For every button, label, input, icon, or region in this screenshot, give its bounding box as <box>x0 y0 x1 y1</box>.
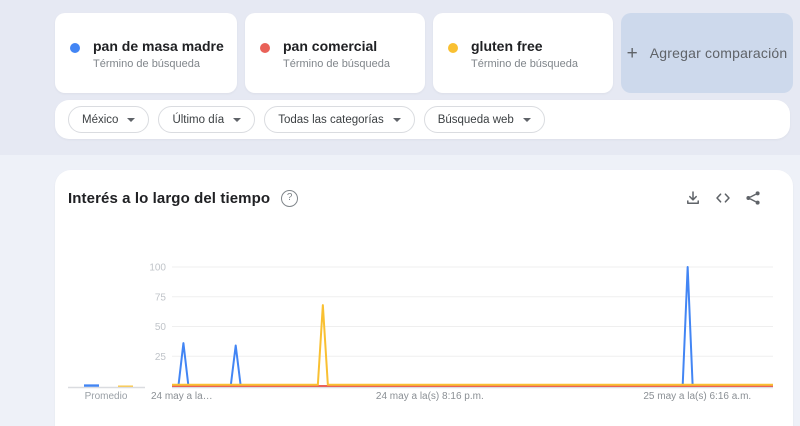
y-tick-label: 100 <box>149 263 166 274</box>
chevron-down-icon <box>392 117 401 122</box>
x-tick-label: 24 may a la… <box>151 391 213 402</box>
chart-actions <box>683 188 763 208</box>
x-tick-label: 25 may a la(s) 6:16 a.m. <box>643 391 751 402</box>
filter-search-type-dropdown[interactable]: Búsqueda web <box>423 106 545 133</box>
chevron-down-icon <box>522 117 531 122</box>
chart-header: Interés a lo largo del tiempo ? <box>55 170 793 208</box>
average-bar <box>118 385 133 387</box>
term-card-text: pan de masa madre Término de búsqueda <box>93 38 224 70</box>
line-chart[interactable]: 25 50 75 100 24 may a la… 24 may a la(s) 8:16… <box>55 170 793 426</box>
filter-time-dropdown[interactable]: Último día <box>158 106 256 133</box>
add-comparison-label: Agregar comparación <box>649 45 788 61</box>
filter-bar: México Último día Todas las categorías B… <box>55 100 790 139</box>
term-type-label: Término de búsqueda <box>471 58 579 70</box>
term-card-text: gluten free Término de búsqueda <box>471 38 578 70</box>
comparison-bar: pan de masa madre Término de búsqueda pa… <box>55 13 793 93</box>
download-icon[interactable] <box>683 188 703 208</box>
chevron-down-icon <box>233 117 242 122</box>
series-line-1 <box>172 266 773 387</box>
filter-label: México <box>82 113 119 126</box>
filter-label: Búsqueda web <box>437 113 514 126</box>
filter-category-dropdown[interactable]: Todas las categorías <box>264 106 415 133</box>
term-label: pan comercial <box>283 38 378 54</box>
term-label: gluten free <box>471 38 543 54</box>
term-card-text: pan comercial Término de búsqueda <box>283 38 390 70</box>
series-line-3 <box>172 304 773 386</box>
term-card-pan-comercial[interactable]: pan comercial Término de búsqueda <box>245 13 425 93</box>
term-label: pan de masa madre <box>93 38 224 54</box>
help-icon[interactable]: ? <box>281 189 299 207</box>
x-tick-label: 24 may a la(s) 8:16 p.m. <box>376 391 484 402</box>
term-card-pan-de-masa-madre[interactable]: pan de masa madre Término de búsqueda <box>55 13 237 93</box>
chart-title-group: Interés a lo largo del tiempo ? <box>68 189 299 207</box>
series-color-dot-yellow <box>448 43 458 53</box>
chevron-down-icon <box>127 117 136 122</box>
term-type-label: Término de búsqueda <box>93 58 201 70</box>
add-comparison-button[interactable]: + Agregar comparación <box>621 13 793 93</box>
filter-geo-dropdown[interactable]: México <box>68 106 150 133</box>
average-label: Promedio <box>85 391 128 402</box>
y-tick-label: 75 <box>155 292 167 303</box>
interest-over-time-card: Interés a lo largo del tiempo ? <box>55 170 793 426</box>
chart-title: Interés a lo largo del tiempo <box>68 189 271 207</box>
average-bar <box>84 384 99 387</box>
y-tick-label: 25 <box>155 352 167 363</box>
share-icon[interactable] <box>743 188 763 208</box>
term-type-label: Término de búsqueda <box>283 58 391 70</box>
embed-icon[interactable] <box>713 188 733 208</box>
filter-label: Último día <box>172 113 225 126</box>
plus-icon: + <box>626 42 638 64</box>
series-color-dot-red <box>260 43 270 53</box>
y-tick-label: 50 <box>155 322 167 333</box>
filter-label: Todas las categorías <box>278 113 384 126</box>
term-card-gluten-free[interactable]: gluten free Término de búsqueda <box>433 13 613 93</box>
series-color-dot-blue <box>70 43 80 53</box>
